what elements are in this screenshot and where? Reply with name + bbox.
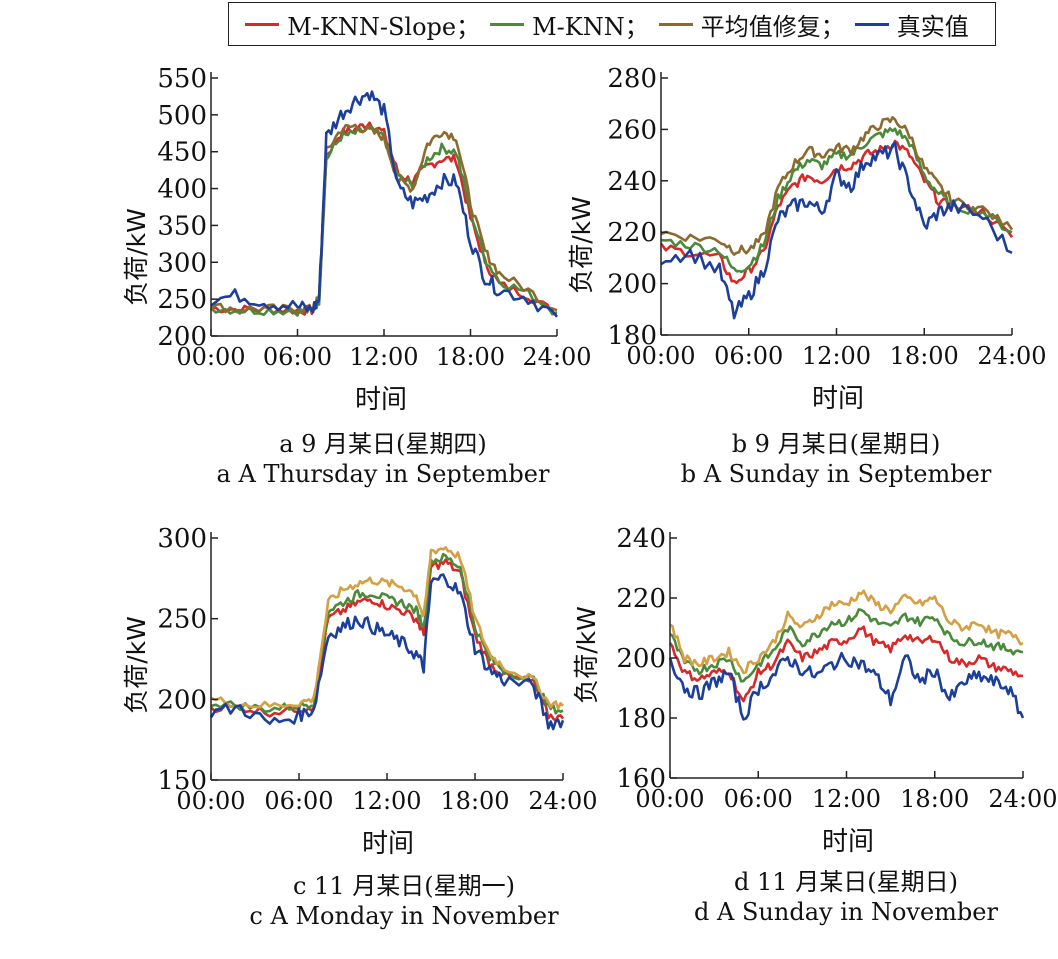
x-tick-label: 00:00 — [176, 787, 245, 815]
y-tick-label: 200 — [157, 322, 207, 352]
y-tick-label: 200 — [157, 685, 207, 715]
y-tick-label: 350 — [157, 211, 207, 241]
chart-legend: M-KNN-Slope； M-KNN； 平均值修复； 真实值 — [228, 2, 996, 46]
y-tick-label: 300 — [157, 248, 207, 278]
x-tick-label: 18:00 — [900, 785, 969, 813]
series-line-2 — [210, 123, 558, 315]
y-tick-label: 180 — [616, 704, 666, 734]
y-tick-label: 160 — [616, 764, 666, 794]
x-tick-label: 18:00 — [436, 343, 505, 371]
y-tick-label: 220 — [607, 218, 657, 248]
y-tick-label: 220 — [616, 584, 666, 614]
legend-swatch — [658, 22, 693, 26]
y-tick-label: 300 — [157, 524, 207, 554]
x-tick-label: 06:00 — [724, 785, 793, 813]
x-tick-label: 24:00 — [528, 787, 597, 815]
caption-cn-3: d 11 月某日(星期日) — [734, 868, 958, 896]
legend-label: M-KNN； — [532, 12, 649, 41]
y-tick-label: 450 — [157, 138, 207, 168]
legend-item-3: 真实值 — [854, 7, 969, 42]
legend-swatch — [490, 22, 525, 26]
y-tick-label: 240 — [607, 167, 657, 197]
legend-swatch — [245, 22, 280, 26]
y-tick-label: 150 — [157, 766, 207, 796]
series-line-1 — [660, 127, 1013, 274]
x-tick-label: 12:00 — [349, 343, 418, 371]
legend-swatch — [854, 22, 889, 26]
x-tick-label: 00:00 — [176, 343, 245, 371]
x-tick-label: 24:00 — [522, 343, 591, 371]
y-tick-label: 250 — [157, 285, 207, 315]
series-line-1 — [210, 125, 558, 317]
series-line-3 — [210, 90, 559, 318]
caption-en-2: c A Monday in November — [249, 902, 559, 930]
caption-en-1: b A Sunday in September — [680, 460, 992, 488]
x-axis-label: 时间 — [822, 827, 874, 857]
x-tick-label: 12:00 — [802, 342, 871, 370]
series-line-3 — [660, 141, 1013, 320]
series-line-3 — [668, 651, 1025, 721]
x-axis-label: 时间 — [355, 385, 407, 415]
y-tick-label: 280 — [607, 64, 657, 94]
chart-0: 200 250 300 350 400 450 500 550 00:00 06:00 12:00 1… — [122, 64, 592, 415]
x-tick-label: 00:00 — [626, 342, 695, 370]
series-line-2 — [660, 116, 1014, 256]
legend-item-0: M-KNN-Slope； — [245, 7, 480, 42]
y-tick-label: 200 — [616, 644, 666, 674]
caption-cn-1: b 9 月某日(星期日) — [731, 430, 941, 458]
legend-label: 平均值修复； — [700, 12, 845, 41]
x-tick-label: 24:00 — [977, 342, 1046, 370]
y-tick-label: 500 — [157, 101, 207, 131]
series-line-2 — [669, 589, 1024, 675]
x-tick-label: 18:00 — [440, 787, 509, 815]
legend-label: M-KNN-Slope； — [287, 12, 481, 41]
x-axis-label: 时间 — [362, 829, 414, 859]
x-tick-label: 06:00 — [264, 787, 333, 815]
legend-item-2: 平均值修复； — [658, 7, 845, 42]
caption-en-3: d A Sunday in November — [694, 898, 998, 926]
y-tick-label: 250 — [157, 605, 207, 635]
x-tick-label: 00:00 — [635, 785, 704, 813]
legend-item-1: M-KNN； — [490, 7, 649, 42]
caption-en-0: a A Thursday in September — [216, 460, 550, 488]
series-line-2 — [210, 546, 564, 710]
y-axis-label: 负荷/kW — [567, 196, 596, 294]
chart-2: 150 200 250 300 00:00 06:00 12:00 18:00 24:00 时间 负… — [122, 524, 598, 859]
y-tick-label: 400 — [157, 175, 207, 205]
x-tick-label: 12:00 — [352, 787, 421, 815]
y-tick-label: 240 — [616, 524, 666, 554]
x-tick-label: 06:00 — [263, 343, 332, 371]
y-tick-label: 200 — [607, 270, 657, 300]
series-line-3 — [209, 573, 565, 731]
caption-cn-0: a 9 月某日(星期四) — [279, 430, 487, 458]
y-axis-label: 负荷/kW — [122, 208, 151, 306]
y-tick-label: 550 — [157, 64, 207, 94]
y-axis-label: 负荷/kW — [122, 616, 151, 714]
series-line-0 — [210, 121, 558, 316]
x-axis-label: 时间 — [812, 384, 864, 414]
x-tick-label: 12:00 — [812, 785, 881, 813]
legend-label: 真实值 — [896, 12, 969, 41]
chart-3: 160 180 200 220 240 00:00 06:00 12:00 18:00 24:00… — [572, 524, 1058, 857]
x-tick-label: 24:00 — [988, 785, 1057, 813]
x-tick-label: 18:00 — [890, 342, 959, 370]
y-tick-label: 180 — [607, 321, 657, 351]
y-axis-label: 负荷/kW — [572, 606, 601, 704]
caption-cn-2: c 11 月某日(星期一) — [293, 872, 515, 900]
chart-1: 180 200 220 240 260 280 00:00 06:00 12:00 18:00 24… — [567, 64, 1047, 414]
y-tick-label: 260 — [607, 115, 657, 145]
series-line-1 — [669, 608, 1024, 683]
x-tick-label: 06:00 — [714, 342, 783, 370]
